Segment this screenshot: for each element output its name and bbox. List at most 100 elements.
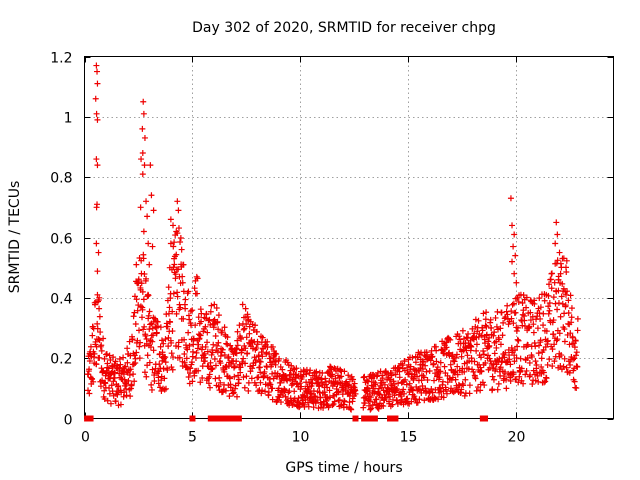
data-point — [253, 382, 260, 389]
data-point — [216, 374, 223, 381]
data-point — [543, 375, 550, 382]
data-point — [377, 368, 384, 375]
data-point — [325, 403, 332, 410]
data-point — [282, 393, 289, 400]
data-point — [503, 385, 510, 392]
data-point — [530, 321, 537, 328]
data-point — [360, 374, 367, 381]
data-point — [130, 361, 137, 368]
data-point — [169, 308, 176, 315]
data-point — [98, 365, 105, 372]
data-point — [506, 356, 513, 363]
data-point — [256, 358, 263, 365]
data-point — [540, 310, 547, 317]
data-point — [502, 369, 509, 376]
data-point — [194, 290, 201, 297]
x-tick-label: 15 — [400, 430, 418, 446]
data-point — [403, 381, 410, 388]
data-point — [554, 336, 561, 343]
data-point — [551, 358, 558, 365]
data-point — [156, 361, 163, 368]
data-point — [573, 384, 580, 391]
data-point — [536, 295, 543, 302]
data-point — [264, 338, 271, 345]
data-point — [387, 393, 394, 400]
data-point — [546, 299, 553, 306]
data-point — [189, 348, 196, 355]
data-point — [205, 380, 212, 387]
data-point — [568, 314, 575, 321]
data-point — [123, 392, 130, 399]
data-point — [161, 375, 168, 382]
data-point — [462, 376, 469, 383]
data-point — [367, 406, 374, 413]
data-point — [497, 364, 504, 371]
data-point — [566, 369, 573, 376]
data-point — [158, 337, 165, 344]
data-point — [261, 368, 268, 375]
data-point — [352, 390, 359, 397]
data-point — [212, 332, 219, 339]
data-point — [100, 335, 107, 342]
data-point — [267, 381, 274, 388]
data-point — [139, 150, 146, 157]
data-point — [477, 387, 484, 394]
data-point — [170, 354, 177, 361]
data-point — [205, 317, 212, 324]
data-point — [245, 379, 252, 386]
data-point — [204, 329, 211, 336]
data-point — [508, 315, 515, 322]
data-point — [86, 366, 93, 373]
data-point — [514, 343, 521, 350]
data-point — [147, 321, 154, 328]
data-point — [416, 396, 423, 403]
data-point — [225, 353, 232, 360]
data-point — [164, 323, 171, 330]
data-point — [106, 352, 113, 359]
data-point — [531, 300, 538, 307]
data-point — [204, 348, 211, 355]
data-point — [527, 309, 534, 316]
data-point — [494, 308, 501, 315]
data-point — [416, 386, 423, 393]
data-point — [472, 375, 479, 382]
data-point — [233, 350, 240, 357]
data-point — [145, 292, 152, 299]
y-tick-label: 0.8 — [50, 171, 72, 187]
data-point — [93, 110, 100, 117]
data-point — [96, 294, 103, 301]
data-point — [212, 375, 219, 382]
data-point — [316, 389, 323, 396]
data-point — [414, 399, 421, 406]
data-point — [95, 249, 102, 256]
data-point — [179, 279, 186, 286]
data-point — [452, 354, 459, 361]
data-point — [151, 378, 158, 385]
data-point — [526, 323, 533, 330]
data-point — [97, 383, 104, 390]
data-point — [423, 368, 430, 375]
data-point — [528, 353, 535, 360]
data-point — [128, 381, 135, 388]
data-point — [409, 386, 416, 393]
zero-value-marker — [207, 415, 214, 422]
data-point — [487, 316, 494, 323]
data-point — [463, 334, 470, 341]
data-point — [307, 376, 314, 383]
data-point — [214, 342, 221, 349]
data-point — [245, 387, 252, 394]
data-point — [567, 330, 574, 337]
data-point — [544, 361, 551, 368]
data-point — [571, 355, 578, 362]
data-point — [251, 354, 258, 361]
data-point — [135, 302, 142, 309]
data-point — [557, 270, 564, 277]
zero-value-marker — [392, 415, 399, 422]
data-point — [224, 334, 231, 341]
data-point — [199, 374, 206, 381]
data-point — [574, 315, 581, 322]
data-point — [319, 369, 326, 376]
data-point — [460, 382, 467, 389]
data-point — [448, 385, 455, 392]
data-point — [510, 243, 517, 250]
